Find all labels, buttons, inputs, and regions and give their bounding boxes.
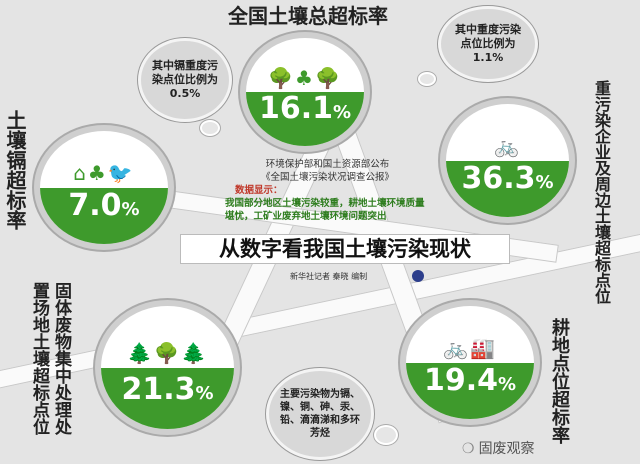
stat-circle-industry: 🚲 36.3% [440,98,575,223]
stat-circle-cadmium: ⌂♣🐦 7.0% [34,125,174,250]
banner-title: 从数字看我国土壤污染现状 [180,234,510,264]
trees-icon: 🌲🌳🌲 [127,341,208,366]
note-bubble-severe: 其中重度污染点位比例为1.1% [438,6,538,82]
house-birds-icon: ⌂♣🐦 [73,161,135,186]
note-bubble-pollutants: 主要污染物为镉、镍、铜、砷、汞、铅、滴滴涕和多环芳烃 [266,368,374,460]
watermark: ❍ 固废观察 [462,441,535,457]
stat-title-industry: 重污染企业及周边土壤超标点位 [592,80,611,304]
stat-title-farmland: 耕地点位超标率 [549,318,570,444]
bicycle-icon: 🚲 [494,134,521,159]
stat-circle-solid-waste: 🌲🌳🌲 21.3% [95,300,240,435]
tree-figures-icon: 🌳♣🌳 [268,65,342,90]
bubble-dot [418,72,436,86]
stat-title-solid-waste: 固体废物集中处理处置场地土壤超标点位 [29,282,71,435]
stat-circle-total: 🌳♣🌳 16.1% [240,32,370,152]
compass-icon [412,270,424,282]
credit: 新华社记者 秦晓 编制 [290,272,368,281]
stat-value: 16.1 [258,90,333,126]
bicycle-factory-icon: 🚲🏭 [443,336,497,361]
bubble-dot [374,425,398,445]
stat-title-total: 全国土壤总超标率 [228,4,388,28]
stat-title-cadmium: 土壤镉超标率 [3,110,27,230]
wechat-icon: ❍ [462,441,475,457]
stat-circle-farmland: 🚲🏭 19.4% [400,300,540,425]
bubble-dot [200,120,220,136]
note-bubble-cadmium: 其中镉重度污染点位比例为0.5% [138,38,232,122]
info-box: 环境保护部和国土资源部公布 《全国土壤污染状况调查公报》 数据显示： 我国部分地… [225,159,425,222]
